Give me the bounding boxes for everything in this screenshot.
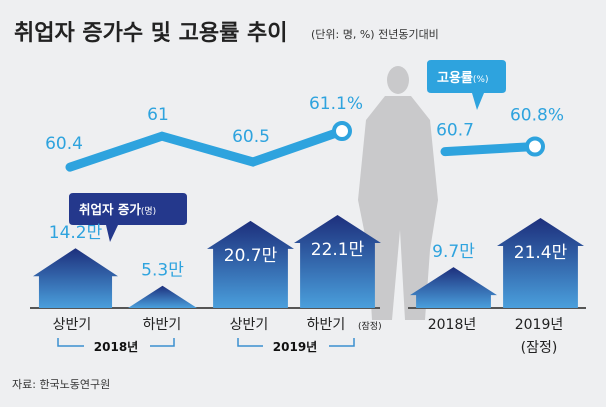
rate-label: 60.7 xyxy=(436,121,474,141)
rate-label: 61.1% xyxy=(309,94,363,114)
increase-label: 20.7만 xyxy=(224,246,278,266)
rate-label: 61 xyxy=(147,105,169,125)
employment-rate-callout: 고용률(%) xyxy=(427,60,506,110)
chart-subtitle: (단위: 명, %) 전년동기대비 xyxy=(311,28,439,41)
increase-label: 21.4만 xyxy=(514,243,568,263)
increase-label: 5.3만 xyxy=(141,261,184,281)
increase-label: 9.7만 xyxy=(432,242,475,262)
increase-arrow xyxy=(410,267,497,308)
category-note: (잠정) xyxy=(521,340,558,356)
group-bracket-2019 xyxy=(237,338,355,347)
employment-rate-line: 60.4 61 60.5 61.1% 60.7 60.8% xyxy=(45,94,564,172)
person-silhouette xyxy=(358,66,438,320)
rate-end-marker xyxy=(525,136,545,157)
category-label: 상반기 xyxy=(230,317,269,333)
employment-rate-legend: 고용률(%) xyxy=(437,70,488,86)
rate-line-series-0 xyxy=(65,126,347,172)
group-label-2019: 2019년 xyxy=(273,340,317,354)
category-label: 하반기 xyxy=(143,317,182,333)
rate-label: 60.8% xyxy=(510,106,564,126)
increase-arrow xyxy=(207,220,294,308)
chart-title: 취업자 증가수 및 고용률 추이 xyxy=(14,21,288,46)
increase-arrow xyxy=(294,215,381,308)
increase-label: 14.2만 xyxy=(49,223,103,243)
rate-label: 60.4 xyxy=(45,134,83,154)
rate-label: 60.5 xyxy=(232,127,270,147)
category-label: 2018년 xyxy=(428,317,477,333)
employed-increase-callout: 취업자 증가(명) xyxy=(69,193,187,242)
category-label: 하반기 xyxy=(307,317,346,333)
increase-arrow xyxy=(128,285,197,308)
employed-increase-legend: 취업자 증가(명) xyxy=(79,202,156,217)
group-bracket-2018 xyxy=(57,338,175,347)
rate-end-marker xyxy=(332,121,352,141)
increase-label: 22.1만 xyxy=(311,240,365,260)
rate-line-series-1 xyxy=(440,142,540,157)
increase-arrow xyxy=(497,217,584,308)
group-label-2018: 2018년 xyxy=(94,340,138,354)
category-label: 상반기 xyxy=(53,317,92,333)
source-note: 자료: 한국노동연구원 xyxy=(12,378,110,391)
category-note: (잠정) xyxy=(358,321,382,332)
increase-arrow xyxy=(33,248,118,308)
category-label: 2019년 xyxy=(515,317,564,333)
